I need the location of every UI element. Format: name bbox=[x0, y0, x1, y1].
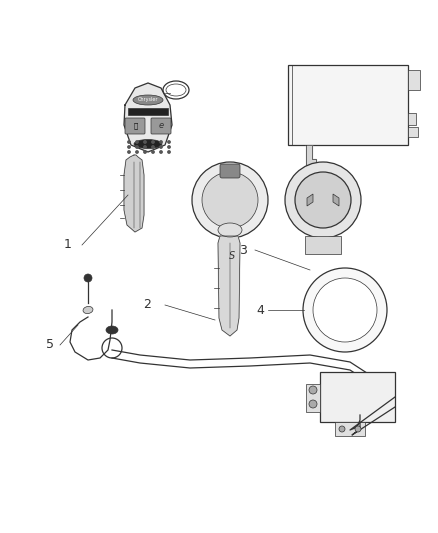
Circle shape bbox=[144, 141, 146, 143]
Ellipse shape bbox=[83, 306, 93, 313]
Circle shape bbox=[152, 146, 154, 148]
Ellipse shape bbox=[106, 326, 118, 334]
Circle shape bbox=[313, 278, 377, 342]
Ellipse shape bbox=[134, 140, 162, 149]
Circle shape bbox=[309, 386, 317, 394]
Text: 3: 3 bbox=[239, 244, 247, 256]
Circle shape bbox=[144, 146, 146, 148]
Circle shape bbox=[160, 141, 162, 143]
FancyBboxPatch shape bbox=[305, 236, 341, 254]
Circle shape bbox=[136, 151, 138, 153]
Polygon shape bbox=[218, 236, 240, 336]
Bar bbox=[306, 384, 320, 412]
Circle shape bbox=[168, 146, 170, 148]
Bar bbox=[408, 113, 416, 125]
Circle shape bbox=[192, 162, 268, 238]
Text: 1: 1 bbox=[64, 238, 72, 252]
Bar bbox=[335, 422, 365, 436]
Circle shape bbox=[128, 141, 130, 143]
Text: 🔒: 🔒 bbox=[134, 123, 138, 130]
Circle shape bbox=[84, 274, 92, 282]
Text: S: S bbox=[229, 251, 235, 261]
Polygon shape bbox=[333, 194, 339, 206]
Text: 5: 5 bbox=[46, 338, 54, 351]
Circle shape bbox=[339, 426, 345, 432]
Ellipse shape bbox=[133, 95, 163, 105]
Circle shape bbox=[136, 141, 138, 143]
Polygon shape bbox=[124, 83, 172, 152]
Bar bbox=[320, 372, 395, 422]
FancyBboxPatch shape bbox=[220, 164, 240, 178]
Bar bbox=[128, 108, 168, 115]
Circle shape bbox=[355, 426, 361, 432]
Text: e: e bbox=[159, 122, 163, 131]
Circle shape bbox=[160, 151, 162, 153]
FancyBboxPatch shape bbox=[125, 118, 145, 134]
Circle shape bbox=[152, 141, 154, 143]
Bar bbox=[288, 65, 408, 145]
Text: 2: 2 bbox=[143, 298, 151, 311]
Circle shape bbox=[168, 151, 170, 153]
Circle shape bbox=[309, 400, 317, 408]
Bar bbox=[408, 127, 418, 137]
Circle shape bbox=[303, 268, 387, 352]
Circle shape bbox=[136, 146, 138, 148]
Text: 4: 4 bbox=[256, 303, 264, 317]
Circle shape bbox=[202, 172, 258, 228]
Circle shape bbox=[152, 151, 154, 153]
Polygon shape bbox=[306, 145, 316, 165]
Circle shape bbox=[128, 151, 130, 153]
Polygon shape bbox=[124, 155, 144, 232]
Polygon shape bbox=[307, 194, 313, 206]
Circle shape bbox=[160, 146, 162, 148]
Circle shape bbox=[295, 172, 351, 228]
Circle shape bbox=[144, 151, 146, 153]
Circle shape bbox=[128, 146, 130, 148]
Circle shape bbox=[285, 162, 361, 238]
FancyBboxPatch shape bbox=[151, 118, 171, 134]
Text: Chrysler: Chrysler bbox=[138, 98, 158, 102]
Circle shape bbox=[168, 141, 170, 143]
Bar bbox=[408, 70, 420, 90]
Ellipse shape bbox=[218, 223, 242, 237]
